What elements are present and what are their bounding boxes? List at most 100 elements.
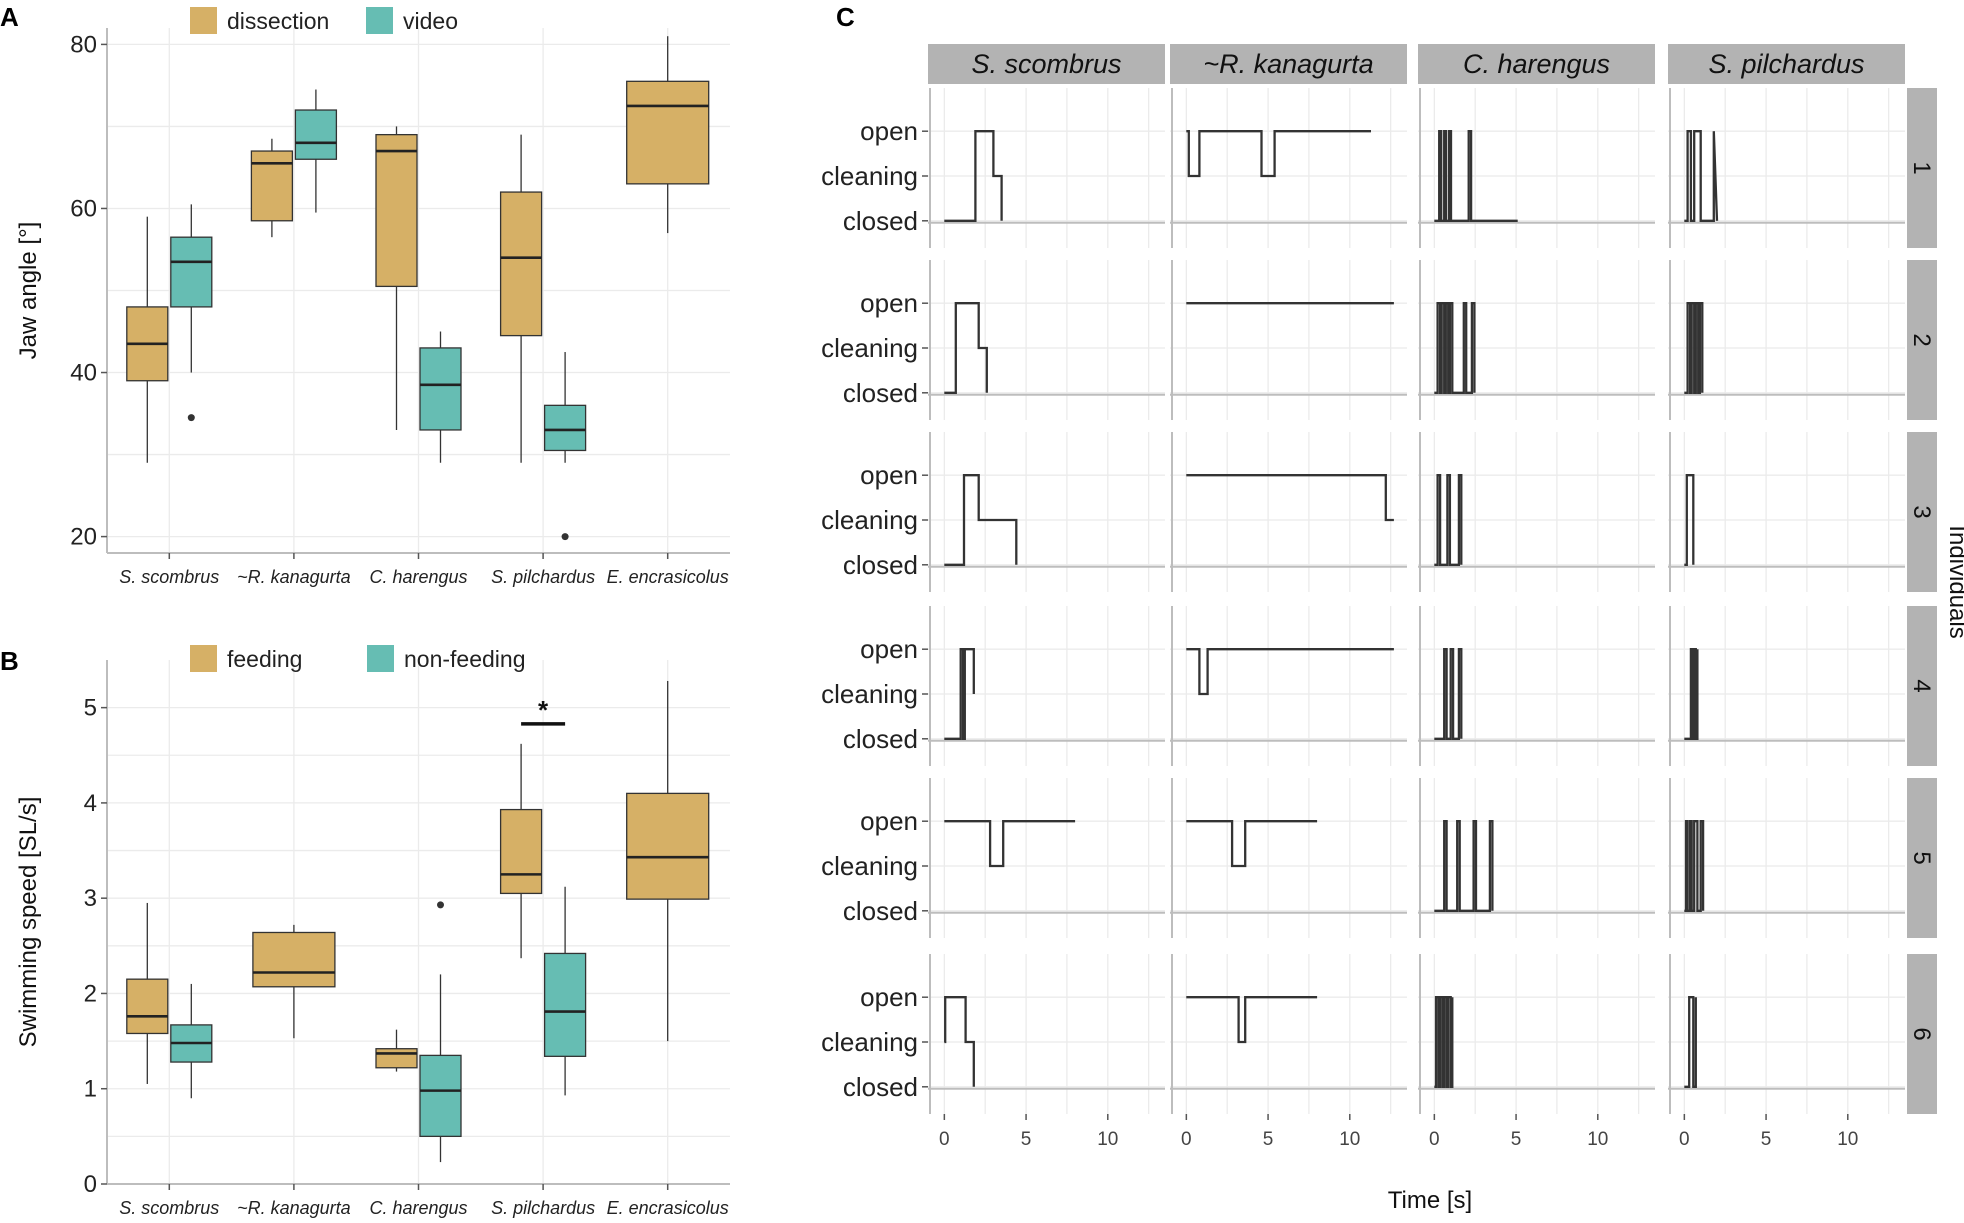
- state-trace: [1434, 474, 1463, 566]
- facet-panel-c-harengus-3: [1418, 432, 1655, 592]
- facet-panel-s-scombrus-5: [928, 778, 1165, 938]
- y-level-label-cleaning: cleaning: [821, 1027, 918, 1057]
- category-label-e-encrasicolus: E. encrasicolus: [607, 1198, 729, 1218]
- column-strip-s-pilchardus: [1668, 44, 1905, 84]
- box-iqr: [626, 792, 710, 900]
- box-dissection-c-harengus: [375, 126, 418, 430]
- y-tick-label: 0: [84, 1171, 97, 1198]
- box-video-s-pilchardus: [543, 352, 587, 541]
- box-feeding-e-encrasicolus: [626, 680, 710, 1042]
- y-level-label-closed: closed: [843, 896, 918, 926]
- state-trace: [944, 820, 1076, 868]
- facet-panel-s-pilchardus-4: [1668, 606, 1905, 766]
- state-trace: [1434, 820, 1494, 912]
- facet-panel-c-harengus-2: [1418, 260, 1655, 420]
- state-trace: [1186, 996, 1318, 1044]
- facet-panel-r-kanagurta-3: [1170, 432, 1407, 592]
- box-feeding-c-harengus: [375, 1029, 418, 1072]
- row-strip-1: [1907, 88, 1937, 248]
- facet-panel-s-scombrus-4: [928, 606, 1165, 766]
- box-video-c-harengus: [419, 331, 462, 463]
- y-tick-label: 80: [70, 31, 97, 58]
- x-tick-label: 10: [1339, 1129, 1360, 1150]
- column-strip-label-c-harengus: C. harengus: [1463, 49, 1610, 79]
- panel-b-swimming-speed-boxplot: 0 1 2 3 4 5 S. scombrus ~R. kanagurta C. harengu…: [0, 645, 730, 1218]
- row-strip-label-6: 6: [1908, 1027, 1935, 1040]
- box-dissection-e-encrasicolus: [626, 36, 710, 234]
- x-tick-label: 5: [1761, 1129, 1772, 1150]
- box-iqr: [170, 236, 213, 308]
- row-strip-6: [1907, 954, 1937, 1114]
- x-tick-label: 0: [939, 1129, 950, 1150]
- y-level-label-closed: closed: [843, 1072, 918, 1102]
- category-label-r-kanagurta: ~R. kanagurta: [237, 1198, 351, 1218]
- y-level-label-open: open: [860, 806, 918, 836]
- y-tick-label: 60: [70, 195, 97, 222]
- box-iqr: [252, 931, 336, 988]
- y-level-label-open: open: [860, 982, 918, 1012]
- legend-swatch-video: [366, 7, 393, 34]
- outlier-point: [561, 533, 569, 541]
- y-level-label-cleaning: cleaning: [821, 161, 918, 191]
- y-tick-label: 5: [84, 695, 97, 722]
- facet-panel-c-harengus-1: [1418, 88, 1655, 248]
- facet-panel-s-scombrus-1: [928, 88, 1165, 248]
- box-iqr: [419, 1054, 462, 1138]
- state-trace: [944, 302, 988, 394]
- outlier-point: [437, 901, 444, 909]
- state-trace: [1186, 820, 1318, 868]
- box-iqr: [499, 808, 543, 895]
- row-strip-5: [1907, 778, 1937, 938]
- box-iqr: [375, 133, 418, 288]
- y-tick-label: 3: [84, 885, 97, 912]
- row-strip-label-3: 3: [1908, 505, 1935, 518]
- x-tick-label: 0: [1181, 1129, 1192, 1150]
- box-iqr: [126, 978, 169, 1035]
- x-tick-label: 0: [1679, 1129, 1690, 1150]
- state-trace: [1434, 130, 1518, 222]
- legend-swatch-non-feeding: [367, 645, 394, 672]
- state-trace: [1434, 648, 1463, 740]
- box-dissection-s-scombrus: [126, 216, 169, 463]
- category-label-s-scombrus: S. scombrus: [119, 1198, 219, 1218]
- y-level-label-open: open: [860, 116, 918, 146]
- facet-panel-r-kanagurta-4: [1170, 606, 1407, 766]
- facet-panel-s-pilchardus-5: [1668, 778, 1905, 938]
- y-level-label-cleaning: cleaning: [821, 333, 918, 363]
- row-strip-title: Individuals: [1944, 525, 1964, 638]
- category-label-c-harengus: C. harengus: [369, 567, 467, 587]
- y-tick-label: 40: [70, 360, 97, 387]
- x-tick-label: 5: [1263, 1129, 1274, 1150]
- facet-panel-s-pilchardus-3: [1668, 432, 1905, 592]
- facet-panel-r-kanagurta-1: [1170, 88, 1407, 248]
- category-label-c-harengus: C. harengus: [369, 1198, 467, 1218]
- facet-panel-r-kanagurta-5: [1170, 778, 1407, 938]
- state-trace: [944, 996, 975, 1087]
- row-strip-label-4: 4: [1908, 679, 1935, 692]
- y-axis-title: Jaw angle [°]: [15, 222, 42, 360]
- facet-panel-s-scombrus-6: [928, 954, 1165, 1114]
- x-tick-label: 10: [1097, 1129, 1118, 1150]
- y-level-label-cleaning: cleaning: [821, 851, 918, 881]
- facet-panel-c-harengus-4: [1418, 606, 1655, 766]
- row-strip-2: [1907, 260, 1937, 420]
- state-trace: [1186, 648, 1394, 696]
- legend-label-feeding: feeding: [227, 646, 302, 672]
- x-tick-label: 10: [1837, 1129, 1858, 1150]
- x-tick-label: 0: [1429, 1129, 1440, 1150]
- box-non-feeding-s-pilchardus: [543, 886, 587, 1096]
- y-level-label-closed: closed: [843, 550, 918, 580]
- state-trace: [1186, 474, 1394, 522]
- facet-panel-r-kanagurta-2: [1170, 260, 1407, 420]
- row-strip-label-1: 1: [1908, 161, 1935, 174]
- x-tick-label: 10: [1587, 1129, 1608, 1150]
- y-level-label-closed: closed: [843, 724, 918, 754]
- box-feeding-s-pilchardus: [499, 743, 543, 959]
- box-iqr: [543, 404, 587, 452]
- legend-label-dissection: dissection: [227, 8, 329, 34]
- column-strip-label-s-scombrus: S. scombrus: [971, 49, 1121, 79]
- row-strip-label-5: 5: [1908, 851, 1935, 864]
- state-trace: [1684, 996, 1697, 1088]
- facet-panel-c-harengus-6: [1418, 954, 1655, 1114]
